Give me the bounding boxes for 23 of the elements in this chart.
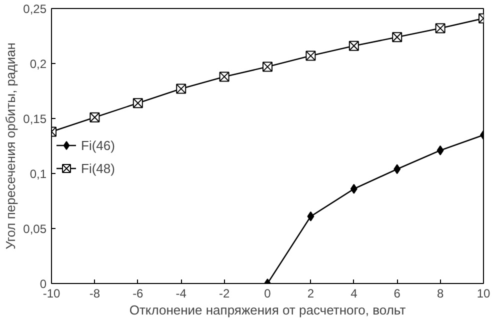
point xyxy=(436,145,444,156)
y-axis-title: Угол пересечения орбиты, радиан xyxy=(3,42,18,250)
x-tick-label: -6 xyxy=(132,286,144,300)
y-tick-label: 0,05 xyxy=(23,222,47,236)
legend-label: Fi(48) xyxy=(81,160,115,176)
point xyxy=(350,184,358,194)
x-tick-label: 8 xyxy=(436,286,444,300)
x-tick-label: -8 xyxy=(89,286,100,300)
y-tick-label: 0,15 xyxy=(23,112,47,126)
x-tick-label: 4 xyxy=(350,286,358,300)
x-tick-label: 6 xyxy=(394,286,401,300)
x-axis-title: Отклонение напряжения от расчетного, вольт xyxy=(129,302,406,318)
y-tick-label: 0,2 xyxy=(30,57,47,71)
y-tick-label: 0,25 xyxy=(23,2,47,16)
point xyxy=(307,211,314,222)
x-tick-label: 0 xyxy=(264,286,272,300)
x-tick-label: -4 xyxy=(176,286,187,300)
point xyxy=(394,164,401,174)
x-tick-label: 2 xyxy=(307,286,314,300)
x-tick-label: 10 xyxy=(476,286,490,300)
y-tick-label: 0,1 xyxy=(30,167,47,181)
x-tick-label: -2 xyxy=(218,286,230,300)
legend-label: Fi(46) xyxy=(81,138,115,152)
